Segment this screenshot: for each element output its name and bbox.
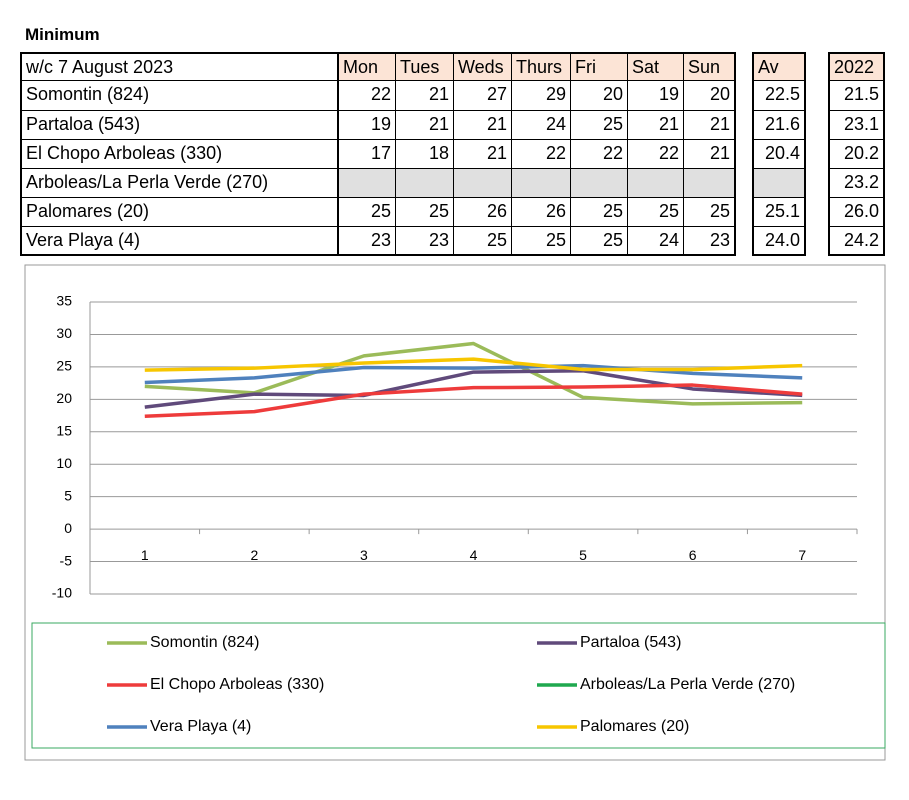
- x-tick-label: 6: [689, 547, 697, 563]
- x-tick-label: 4: [470, 547, 478, 563]
- y-tick-label: 15: [56, 422, 72, 438]
- table-cell: [453, 168, 512, 198]
- y-tick-label: 10: [56, 455, 72, 471]
- x-tick-label: 5: [579, 547, 587, 563]
- y-tick-label: 30: [56, 325, 72, 341]
- y-tick-label: 5: [64, 487, 72, 503]
- table-cell: [627, 168, 684, 198]
- y-tick-label: 20: [56, 390, 72, 406]
- table-cell: [683, 168, 736, 198]
- header-cell: Sun: [683, 52, 736, 81]
- table-cell: 24.0: [752, 226, 806, 256]
- table-cell: 23: [683, 226, 736, 256]
- x-tick-label: 3: [360, 547, 368, 563]
- x-tick-label: 1: [141, 547, 149, 563]
- y-tick-label: 25: [56, 358, 72, 374]
- legend-label: Palomares (20): [580, 718, 689, 735]
- y-tick-label: 35: [56, 293, 72, 309]
- legend-label: Arboleas/La Perla Verde (270): [580, 676, 795, 693]
- header-cell: Sat: [627, 52, 684, 81]
- legend-label: El Chopo Arboleas (330): [150, 676, 324, 693]
- legend-label: Vera Playa (4): [150, 718, 251, 735]
- header-cell: Tues: [395, 52, 454, 81]
- chart-frame: [24, 264, 886, 761]
- y-tick-label: 0: [64, 520, 72, 536]
- header-cell: 2022: [828, 52, 885, 81]
- sheet-title: Minimum: [25, 25, 100, 44]
- legend-label: Somontin (824): [150, 634, 259, 651]
- x-tick-label: 2: [250, 547, 258, 563]
- series-line: [144, 357, 803, 372]
- table-cell: 24.2: [828, 226, 885, 256]
- y-tick-label: -10: [52, 585, 72, 601]
- y-tick-label: -5: [60, 552, 73, 568]
- series-line: [144, 363, 803, 385]
- x-tick-label: 7: [798, 547, 806, 563]
- series-line: [144, 383, 803, 418]
- legend-label: Partaloa (543): [580, 634, 681, 651]
- legend-frame: [31, 622, 886, 749]
- series-line: [144, 369, 803, 409]
- table-cell: [338, 168, 396, 198]
